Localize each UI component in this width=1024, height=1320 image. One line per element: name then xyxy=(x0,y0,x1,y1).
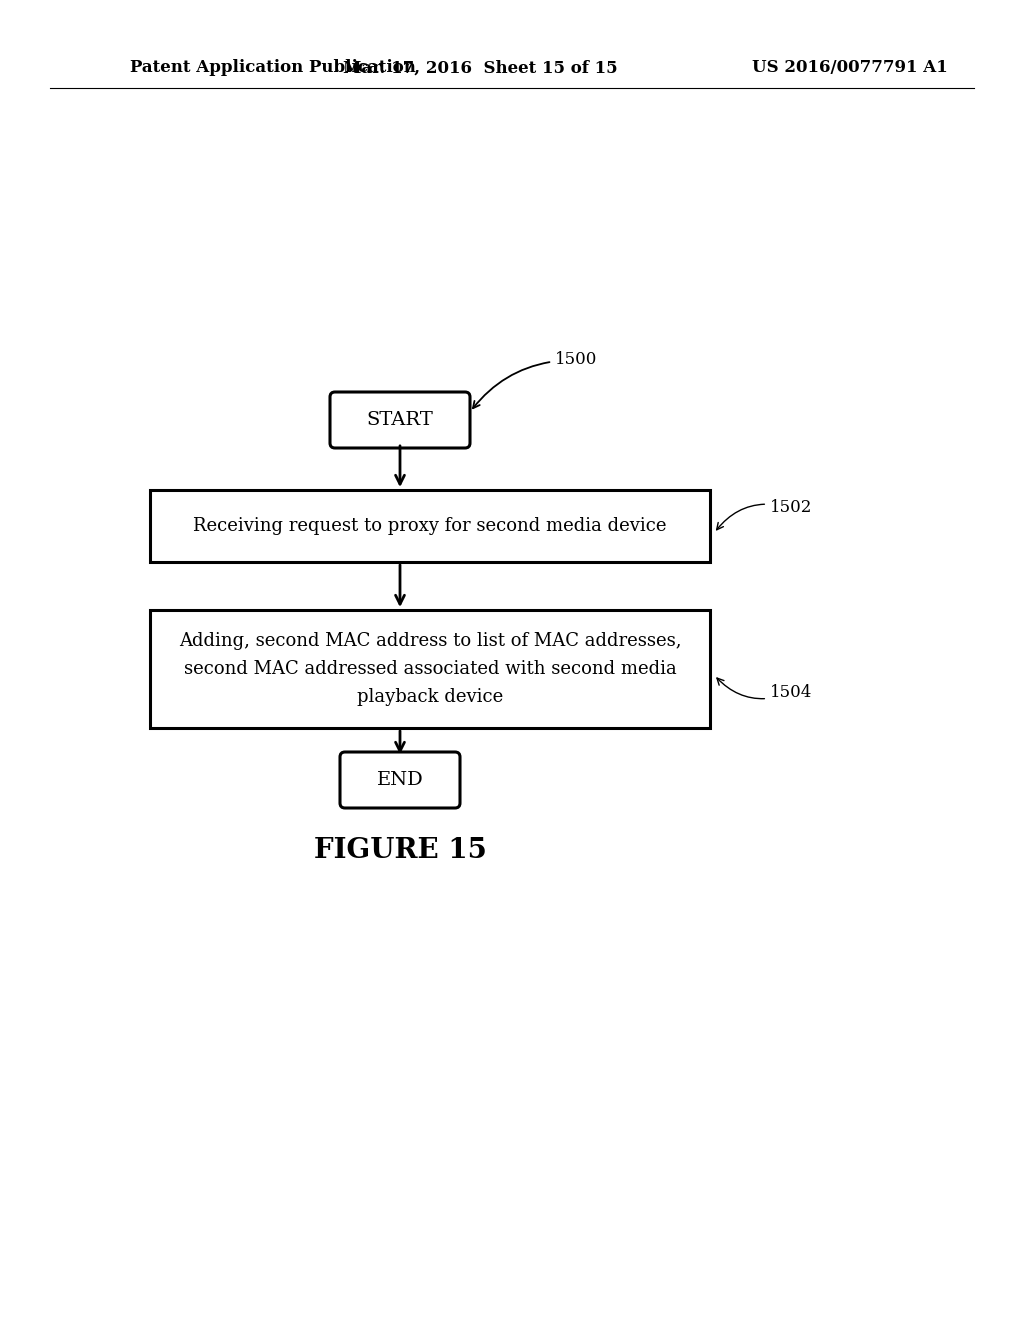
Text: Receiving request to proxy for second media device: Receiving request to proxy for second me… xyxy=(194,517,667,535)
Text: START: START xyxy=(367,411,433,429)
Text: Patent Application Publication: Patent Application Publication xyxy=(130,59,416,77)
FancyBboxPatch shape xyxy=(340,752,460,808)
Bar xyxy=(150,610,710,729)
Text: US 2016/0077791 A1: US 2016/0077791 A1 xyxy=(752,59,948,77)
Text: 1504: 1504 xyxy=(717,678,812,701)
Text: 1502: 1502 xyxy=(717,499,812,529)
Text: Mar. 17, 2016  Sheet 15 of 15: Mar. 17, 2016 Sheet 15 of 15 xyxy=(343,59,617,77)
Text: 1500: 1500 xyxy=(473,351,597,408)
Text: END: END xyxy=(377,771,423,789)
Text: FIGURE 15: FIGURE 15 xyxy=(313,837,486,863)
FancyBboxPatch shape xyxy=(330,392,470,447)
Bar xyxy=(150,490,710,562)
Text: Adding, second MAC address to list of MAC addresses,
second MAC addressed associ: Adding, second MAC address to list of MA… xyxy=(179,632,681,706)
